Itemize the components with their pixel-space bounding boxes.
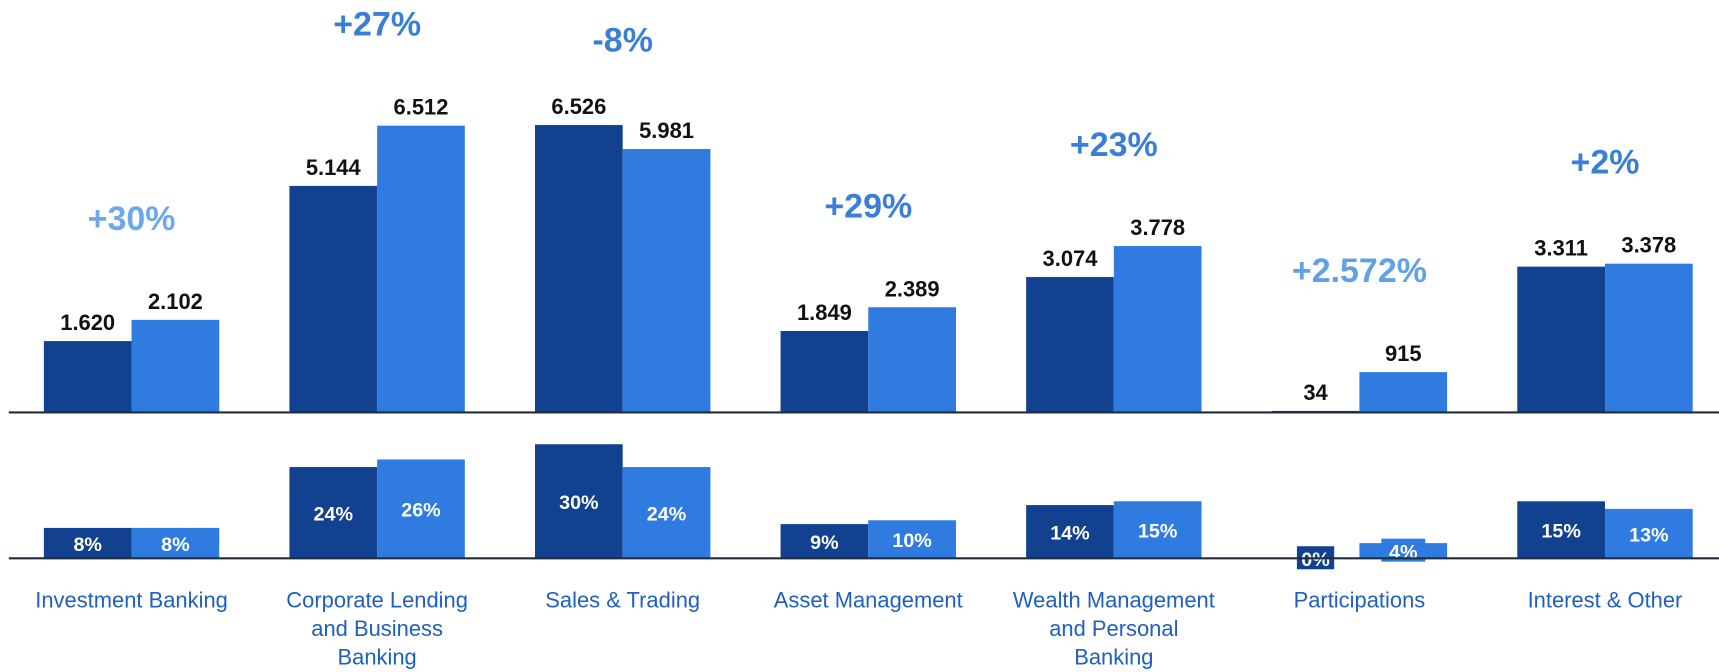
bar [781,331,869,412]
value-label: 26% [401,500,441,522]
category-label: Corporate Lending and Business Banking [275,587,479,672]
change-annotation: +23% [1070,126,1158,164]
value-label: 3.378 [1621,233,1676,258]
bar [1605,264,1693,413]
change-annotation: -8% [592,22,652,60]
change-annotation: +30% [88,200,176,238]
value-label: 24% [314,503,354,525]
value-label: 15% [1138,520,1178,542]
bar [289,186,377,413]
value-label: 8% [161,534,190,556]
value-label: 14% [1050,522,1090,544]
value-label: 6.526 [551,94,606,119]
value-label: 1.849 [797,300,852,325]
bar [44,341,132,412]
bar [1026,277,1114,412]
value-label: 3.778 [1130,215,1185,240]
value-label: 5.981 [639,118,694,143]
value-label: 30% [559,492,599,514]
bar [1517,267,1605,413]
value-label: 10% [892,530,932,552]
value-label: 3.311 [1534,236,1588,261]
value-label: 2.389 [885,276,940,301]
value-label: 3.074 [1043,246,1099,271]
value-label: 4% [1389,541,1418,563]
change-annotation: +2% [1571,144,1640,182]
value-label: 5.144 [306,155,362,180]
category-label: Asset Management [766,587,970,616]
value-label: 8% [73,534,102,556]
change-annotation: +29% [824,187,912,225]
change-annotation: +2.572% [1292,252,1427,290]
value-label: 15% [1541,520,1581,542]
value-label: 6.512 [394,95,449,120]
category-label: Investment Banking [30,587,234,616]
category-label: Participations [1257,587,1461,616]
value-label: 9% [810,532,839,554]
category-label: Interest & Other [1503,587,1707,616]
value-label: 0% [1301,549,1330,571]
bar [535,125,623,412]
category-label: Wealth Management and Personal Banking [1012,587,1216,672]
value-label: 915 [1385,341,1422,366]
value-label: 2.102 [148,289,203,314]
change-annotation: +27% [333,6,421,44]
bar [868,307,956,412]
bar [1114,246,1202,412]
value-label: 13% [1629,524,1669,546]
bar [377,126,465,413]
bar [1359,372,1447,412]
category-label: Sales & Trading [521,587,725,616]
value-label: 1.620 [60,310,115,335]
value-label: 34 [1303,380,1328,405]
value-label: 24% [647,503,687,525]
bar [623,149,711,412]
bar [132,320,220,413]
